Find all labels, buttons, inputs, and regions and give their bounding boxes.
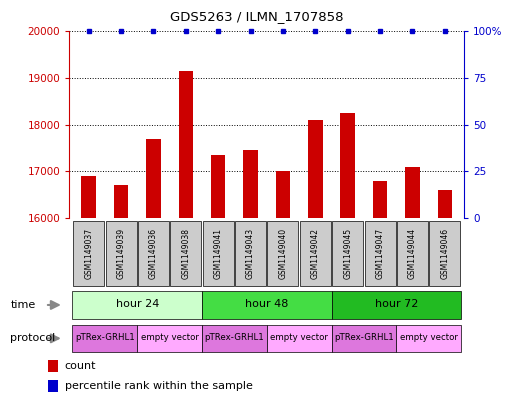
Bar (137, 325, 202, 352)
Bar (203, 221, 234, 286)
Text: GSM1149043: GSM1149043 (246, 228, 255, 279)
Text: GSM1149044: GSM1149044 (408, 228, 417, 279)
Bar (267, 325, 331, 352)
Bar (202, 325, 267, 352)
Text: GSM1149040: GSM1149040 (279, 228, 287, 279)
Text: pTRex-GRHL1: pTRex-GRHL1 (75, 333, 135, 342)
Bar (48, 380, 58, 392)
Bar (106, 221, 136, 286)
Text: empty vector: empty vector (400, 333, 458, 342)
Text: hour 24: hour 24 (115, 299, 159, 309)
Bar (373, 181, 387, 218)
Text: GSM1149036: GSM1149036 (149, 228, 158, 279)
Text: GSM1149038: GSM1149038 (181, 228, 190, 279)
Bar (405, 167, 420, 218)
Text: count: count (65, 361, 96, 371)
Bar (170, 221, 202, 286)
Bar (211, 155, 226, 218)
Bar (73, 221, 104, 286)
Bar (300, 221, 331, 286)
Bar (331, 291, 461, 319)
Bar (438, 190, 452, 218)
Text: GSM1149042: GSM1149042 (311, 228, 320, 279)
Text: hour 48: hour 48 (245, 299, 288, 309)
Text: GDS5263 / ILMN_1707858: GDS5263 / ILMN_1707858 (170, 10, 343, 23)
Bar (332, 221, 363, 286)
Text: empty vector: empty vector (141, 333, 199, 342)
Bar (48, 360, 58, 372)
Bar (331, 325, 396, 352)
Bar (72, 325, 137, 352)
Text: pTRex-GRHL1: pTRex-GRHL1 (334, 333, 394, 342)
Bar (397, 221, 428, 286)
Text: percentile rank within the sample: percentile rank within the sample (65, 381, 252, 391)
Bar (179, 71, 193, 218)
Text: GSM1149041: GSM1149041 (214, 228, 223, 279)
Text: empty vector: empty vector (270, 333, 328, 342)
Bar (72, 291, 202, 319)
Text: pTRex-GRHL1: pTRex-GRHL1 (205, 333, 264, 342)
Bar (275, 171, 290, 218)
Text: time: time (10, 300, 35, 310)
Bar (138, 221, 169, 286)
Bar (308, 120, 323, 218)
Bar (243, 151, 258, 218)
Text: GSM1149046: GSM1149046 (440, 228, 449, 279)
Text: protocol: protocol (10, 333, 55, 343)
Bar (365, 221, 396, 286)
Bar (146, 139, 161, 218)
Text: GSM1149047: GSM1149047 (376, 228, 385, 279)
Text: GSM1149037: GSM1149037 (84, 228, 93, 279)
Bar (429, 221, 460, 286)
Bar (341, 113, 355, 218)
Text: GSM1149039: GSM1149039 (116, 228, 126, 279)
Bar (235, 221, 266, 286)
Bar (396, 325, 461, 352)
Bar (202, 291, 331, 319)
Text: GSM1149045: GSM1149045 (343, 228, 352, 279)
Bar (82, 176, 96, 218)
Bar (267, 221, 299, 286)
Text: hour 72: hour 72 (374, 299, 418, 309)
Bar (114, 185, 128, 218)
